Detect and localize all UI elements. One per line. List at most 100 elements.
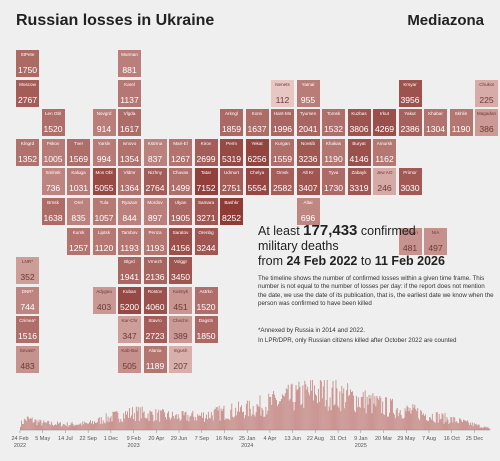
timeline-bar <box>47 420 49 430</box>
timeline-bar <box>239 411 240 430</box>
region-tile: Tatar 7152 <box>194 168 218 196</box>
timeline-bar <box>391 398 393 430</box>
region-tile: Primor 3030 <box>398 168 422 196</box>
timeline-bar <box>97 418 99 430</box>
timeline-bar <box>409 407 411 430</box>
timeline-bar <box>301 403 303 430</box>
timeline-bar <box>434 422 436 430</box>
timeline-bar <box>377 398 379 430</box>
timeline-bar <box>99 423 101 430</box>
timeline-bar <box>101 423 103 430</box>
timeline-bar <box>354 412 356 430</box>
timeline-bar <box>242 412 243 430</box>
timeline-bar <box>167 413 168 430</box>
timeline-bar <box>48 421 50 430</box>
timeline-bar <box>131 415 132 430</box>
timeline-chart: 24 Feb 5 May 14 Jul 22 Sep 1 Dec 9 Feb 20 Apr 2… <box>11 380 491 449</box>
timeline-bar <box>137 406 139 430</box>
timeline-bar <box>416 411 418 430</box>
timeline-bar <box>312 380 314 430</box>
timeline-bar <box>370 395 372 430</box>
timeline-bar <box>102 420 104 430</box>
timeline-bar <box>438 413 440 430</box>
timeline-bar <box>57 421 58 430</box>
timeline-bar <box>146 418 148 430</box>
region-tile: Liptsk 1120 <box>92 227 116 255</box>
timeline-bar <box>34 419 36 430</box>
timeline-bar <box>58 422 60 430</box>
timeline-bar <box>419 420 421 430</box>
region-value: 5319 <box>221 153 242 164</box>
region-tile: Chechn 389 <box>169 316 192 344</box>
region-value: 481 <box>402 242 418 253</box>
timeline-bar <box>318 401 320 430</box>
region-name: Nizhny <box>147 170 163 176</box>
timeline-bar <box>168 411 169 430</box>
timeline-bar <box>378 399 380 430</box>
region-value: 744 <box>20 301 35 312</box>
region-tile: Ryazan 844 <box>118 198 141 225</box>
timeline-bar <box>234 416 236 430</box>
region-value: 4269 <box>374 124 395 135</box>
region-value: 835 <box>71 213 86 223</box>
region-name: Tula <box>99 200 109 205</box>
region-value: 3450 <box>170 272 191 283</box>
timeline-bar <box>152 414 154 430</box>
region-name: Chelya <box>249 170 265 176</box>
timeline-bar <box>353 395 354 430</box>
timeline-bar <box>192 410 194 430</box>
region-name: Kirov <box>200 140 212 146</box>
region-tile: N/A 497 <box>424 227 447 255</box>
region-value: 4156 <box>170 242 191 253</box>
timeline-bar <box>55 424 56 430</box>
timeline-bar <box>325 399 327 430</box>
region-name: Mordov <box>147 200 163 205</box>
region-name: Dagstn <box>198 318 214 324</box>
timeline-bar <box>39 419 41 430</box>
timeline-bar <box>476 425 478 430</box>
timeline-bar <box>79 423 81 430</box>
timeline-bar <box>198 415 200 430</box>
timeline-bar <box>203 412 204 430</box>
timeline-bar <box>59 422 61 430</box>
timeline-bar <box>142 412 144 430</box>
timeline-bar <box>348 395 350 430</box>
timeline-bar <box>410 413 412 430</box>
x-tick-label: 20 Apr <box>148 436 164 442</box>
region-tile: Yekat 6256 <box>245 138 269 166</box>
timeline-bar <box>171 411 173 430</box>
timeline-bar <box>199 415 201 430</box>
timeline-bar <box>428 420 429 430</box>
region-value: 7152 <box>196 183 216 194</box>
timeline-bar <box>415 409 417 430</box>
timeline-bar <box>405 411 407 430</box>
timeline-bar <box>113 411 115 430</box>
timeline-bar <box>62 424 64 430</box>
region-tile: Saratov 4156 <box>169 227 192 255</box>
timeline-bar <box>222 408 224 430</box>
timeline-bar <box>333 405 335 430</box>
timeline-bar <box>474 424 476 430</box>
timeline-bar <box>338 407 340 430</box>
region-tile: LNR* 352 <box>16 257 39 285</box>
timeline-bar <box>367 404 369 430</box>
timeline-bar <box>219 420 221 430</box>
timeline-bar <box>40 420 42 430</box>
timeline-bar <box>469 422 471 430</box>
headline-line2: military deaths <box>258 239 339 253</box>
x-tick-label: 22 Aug <box>307 436 324 442</box>
region-tile: Chelya 5554 <box>245 168 269 196</box>
region-name: Orel <box>74 200 83 205</box>
timeline-bar <box>319 380 321 430</box>
timeline-bar <box>403 417 405 430</box>
timeline-bar <box>215 407 217 430</box>
region-name: Kaluga <box>71 170 86 176</box>
timeline-bar <box>477 424 479 430</box>
x-tick-label: 29 Jun <box>171 436 188 442</box>
timeline-bar <box>176 419 178 430</box>
timeline-bar <box>196 420 198 430</box>
annexed-note: *Annexed by Russia in 2014 and 2022. <box>258 327 365 334</box>
region-value: 1190 <box>451 124 471 135</box>
timeline-bar <box>35 419 37 430</box>
timeline-bar <box>446 417 448 430</box>
